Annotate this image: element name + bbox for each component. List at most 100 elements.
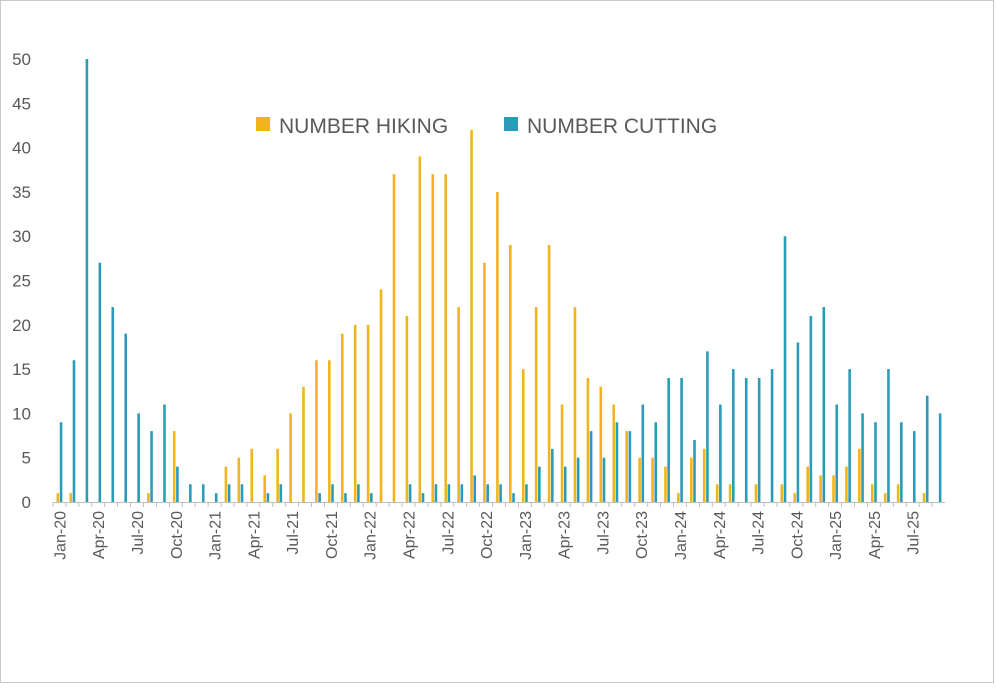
bar-hiking [366, 324, 370, 502]
bar-cutting [563, 466, 567, 502]
bar-hiking [340, 333, 344, 502]
bar-cutting [796, 342, 800, 502]
bar-cutting [551, 448, 554, 502]
bar-hiking [457, 307, 460, 502]
bar-cutting [589, 431, 593, 502]
bar-cutting [370, 493, 373, 502]
bar-hiking [379, 289, 383, 502]
bar-hiking [276, 448, 279, 502]
x-tick-label: Apr-22 [402, 511, 419, 559]
bar-hiking [315, 360, 318, 502]
bar-hiking [172, 431, 176, 502]
bar-cutting [615, 422, 619, 502]
x-tick-label: Oct-23 [634, 511, 651, 559]
bar-cutting [744, 377, 748, 502]
bar-cutting [189, 484, 192, 502]
x-tick-label: Apr-21 [246, 511, 263, 559]
bar-cutting [783, 236, 787, 502]
bar-hiking [534, 307, 538, 502]
bar-cutting [421, 493, 425, 502]
bar-hiking [353, 324, 357, 502]
bar-hiking [922, 493, 926, 502]
bar-hiking [612, 404, 616, 502]
bar-cutting [900, 422, 903, 502]
bar-hiking [547, 245, 551, 502]
bar-cutting [757, 377, 761, 502]
bar-cutting [848, 369, 851, 502]
bar-hiking [702, 448, 706, 502]
x-tick-label: Jan-20 [52, 511, 69, 560]
bar-cutting [357, 484, 360, 502]
bar-cutting [486, 484, 489, 502]
bar-cutting [809, 315, 813, 502]
bar-hiking [250, 448, 254, 502]
y-tick-label: 30 [12, 227, 31, 246]
x-tick-label: Oct-20 [169, 511, 186, 559]
bar-cutting [176, 466, 179, 502]
x-tick-label: Jan-25 [828, 511, 845, 560]
x-tick-label: Apr-23 [557, 511, 574, 559]
bar-cutting [602, 457, 606, 502]
bar-cutting [732, 369, 735, 502]
y-tick-label: 20 [12, 316, 31, 335]
bar-hiking [715, 484, 719, 502]
bar-hiking [832, 475, 835, 502]
bar-hiking [806, 466, 809, 502]
bar-hiking [651, 457, 654, 502]
x-tick-label: Jan-23 [518, 511, 535, 560]
bar-hiking [263, 475, 266, 502]
y-tick-label: 10 [12, 404, 31, 423]
bar-hiking [883, 493, 887, 502]
y-tick-label: 15 [12, 360, 31, 379]
bar-hiking [444, 174, 447, 502]
bar-hiking [677, 493, 680, 502]
bar-cutting [667, 377, 670, 502]
bar-hiking [237, 457, 241, 502]
bar-cutting [163, 404, 166, 502]
bar-hiking [754, 484, 758, 502]
bar-cutting [447, 484, 451, 502]
y-tick-label: 25 [12, 272, 31, 291]
bar-hiking [599, 386, 603, 502]
x-tick-label: Jul-25 [906, 511, 923, 555]
x-tick-label: Oct-21 [324, 511, 341, 559]
bar-hiking [496, 191, 499, 502]
bar-hiking [521, 369, 525, 502]
bar-hiking [560, 404, 564, 502]
bar-cutting [861, 413, 864, 502]
bar-cutting [266, 493, 270, 502]
bar-cutting [641, 404, 645, 502]
x-tick-label: Oct-22 [479, 511, 496, 559]
bar-hiking [147, 493, 150, 502]
bar-hiking [819, 475, 822, 502]
bar-hiking [896, 484, 900, 502]
legend-label-cutting: NUMBER CUTTING [527, 115, 717, 138]
bar-cutting [576, 457, 580, 502]
x-tick-label: Jul-20 [130, 511, 147, 555]
bar-cutting [331, 484, 334, 502]
bar-hiking [573, 307, 577, 502]
bar-cutting [434, 484, 438, 502]
bar-cutting [240, 484, 244, 502]
bar-cutting [938, 413, 942, 502]
bar-cutting [408, 484, 412, 502]
bar-hiking [328, 360, 331, 502]
bar-cutting [770, 369, 774, 502]
bar-cutting [538, 466, 541, 502]
legend-label-hiking: NUMBER HIKING [279, 115, 448, 138]
bar-cutting [214, 493, 218, 502]
bar-hiking [56, 493, 60, 502]
bar-hiking [858, 448, 861, 502]
legend-swatch-hiking [256, 117, 270, 131]
bar-cutting [137, 413, 140, 502]
x-tick-label: Oct-24 [789, 511, 806, 559]
legend-swatch-cutting [504, 117, 518, 131]
bar-hiking [586, 377, 590, 502]
bar-hiking [664, 466, 667, 502]
bar-cutting [98, 262, 102, 502]
bar-hiking [69, 493, 73, 502]
x-tick-label: Apr-20 [91, 511, 108, 559]
y-axis-ticks: 0 5 10 15 20 25 30 35 40 45 50 [12, 50, 31, 512]
x-axis-ticks: Jan-20 Apr-20 Jul-20 Oct-20 Jan-21 Apr-21 Jul-… [52, 502, 933, 560]
